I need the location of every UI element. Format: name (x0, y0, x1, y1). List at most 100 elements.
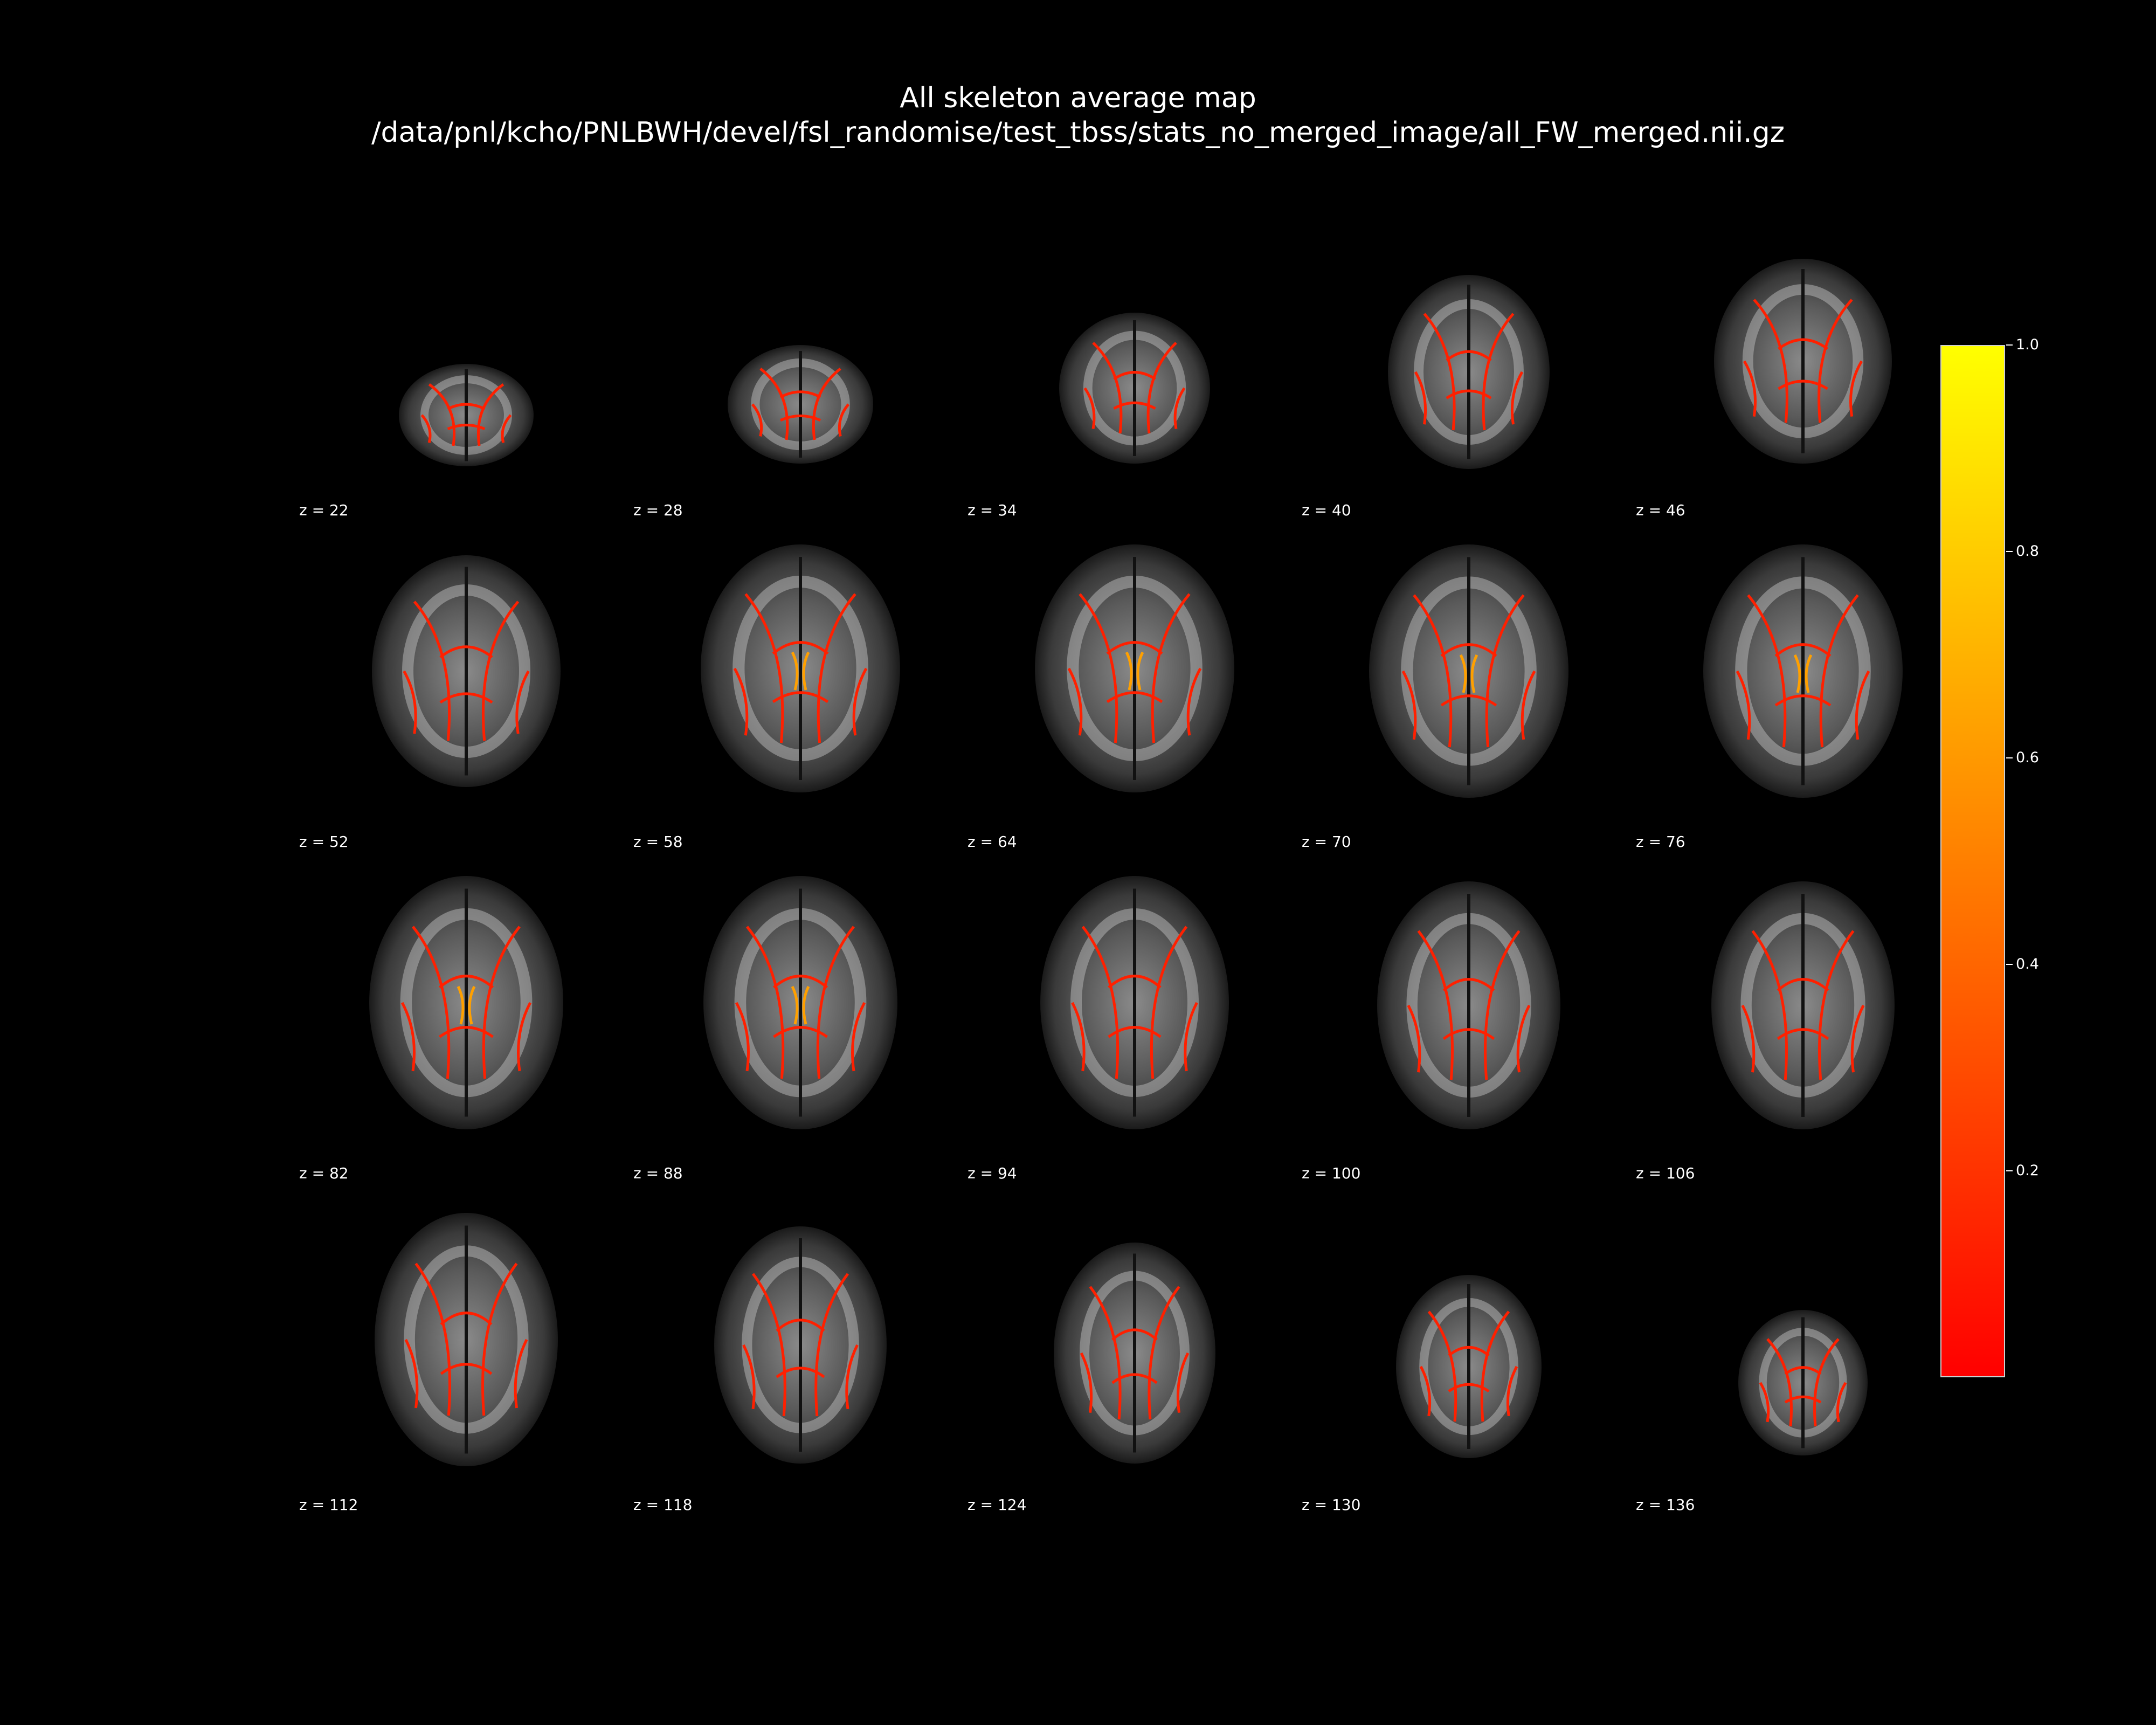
slice-z-label: z = 58 (633, 833, 683, 851)
slice-panel: z = 94 (968, 852, 1302, 1183)
slice-z-label: z = 82 (299, 1164, 349, 1182)
slice-panel: z = 46 (1636, 189, 1970, 520)
colorbar-tick-label: 1.0 (2016, 336, 2039, 353)
slice-panel: z = 76 (1636, 520, 1970, 852)
slice-image (1040, 876, 1229, 1129)
slice-image (1703, 544, 1903, 798)
figure-subtitle-path: /data/pnl/kcho/PNLBWH/devel/fsl_randomis… (371, 116, 1785, 149)
skeleton-overlay-high (791, 985, 810, 1025)
slice-z-label: z = 52 (299, 833, 349, 851)
slice-z-label: z = 118 (633, 1496, 693, 1514)
skeleton-overlay (1743, 299, 1863, 423)
slice-panel: z = 52 (299, 520, 633, 852)
slice-z-label: z = 40 (1302, 501, 1351, 519)
slice-panel: z = 70 (1302, 520, 1636, 852)
slice-z-label: z = 22 (299, 501, 349, 519)
slice-z-label: z = 70 (1302, 833, 1351, 851)
slice-image (375, 1213, 558, 1466)
skeleton-overlay (1736, 594, 1870, 748)
slice-z-label: z = 112 (299, 1496, 358, 1514)
slice-image (1714, 259, 1892, 464)
skeleton-overlay (1071, 926, 1198, 1079)
colorbar-tick-label: 0.2 (2016, 1162, 2039, 1179)
skeleton-overlay-high (1125, 651, 1144, 691)
slice-image (1738, 1310, 1868, 1455)
slice-z-label: z = 64 (968, 833, 1017, 851)
skeleton-overlay (733, 593, 868, 743)
skeleton-overlay (420, 383, 512, 446)
slice-panel: z = 124 (968, 1183, 1302, 1515)
colorbar-tick-mark (2006, 1170, 2013, 1171)
slice-z-label: z = 94 (968, 1164, 1017, 1182)
colorbar-tick-mark (2006, 551, 2013, 552)
slice-panel: z = 22 (299, 189, 633, 520)
slice-z-label: z = 88 (633, 1164, 683, 1182)
slice-panel: z = 106 (1636, 852, 1970, 1183)
slice-image (1711, 881, 1895, 1129)
skeleton-overlay (403, 601, 530, 741)
slice-panel: z = 58 (633, 520, 968, 852)
slice-image (1035, 544, 1234, 792)
slice-panel: z = 100 (1302, 852, 1636, 1183)
skeleton-overlay (751, 368, 850, 440)
slice-image (1369, 544, 1568, 798)
skeleton-overlay (1741, 930, 1865, 1080)
slice-panel: z = 118 (633, 1183, 968, 1515)
colorbar-tick-label: 0.4 (2016, 956, 2039, 972)
slice-z-label: z = 28 (633, 501, 683, 519)
skeleton-overlay (1419, 1310, 1518, 1422)
slice-image (1377, 881, 1560, 1129)
skeleton-overlay-high (457, 985, 476, 1025)
slice-panel: z = 136 (1636, 1183, 1970, 1515)
slice-image (399, 364, 534, 466)
slice-image (372, 555, 561, 787)
slice-image (728, 345, 873, 464)
colorbar-tick-label: 0.6 (2016, 749, 2039, 766)
slice-panel: z = 130 (1302, 1183, 1636, 1515)
skeleton-overlay (742, 1273, 859, 1417)
colorbar-tick-mark (2006, 344, 2013, 346)
figure-title: All skeleton average map (900, 82, 1256, 114)
slice-panel: z = 112 (299, 1183, 633, 1515)
skeleton-overlay (400, 926, 532, 1079)
slice-image (369, 876, 563, 1129)
slice-image (1054, 1243, 1215, 1464)
skeleton-overlay (1080, 1286, 1190, 1420)
skeleton-overlay (1067, 593, 1202, 743)
slice-panel: z = 40 (1302, 189, 1636, 520)
slice-image (1396, 1275, 1542, 1458)
slice-z-label: z = 46 (1636, 501, 1685, 519)
slice-panel: z = 64 (968, 520, 1302, 852)
skeleton-overlay-high (791, 651, 810, 691)
skeleton-overlay (1401, 594, 1536, 748)
skeleton-overlay (1407, 930, 1531, 1080)
skeleton-overlay (1083, 342, 1186, 434)
slice-image (1388, 275, 1550, 469)
skeleton-overlay (404, 1262, 528, 1416)
slice-image (703, 876, 897, 1129)
colorbar-tick-label: 0.8 (2016, 543, 2039, 560)
slice-image (1059, 313, 1210, 464)
colorbar-tick-mark (2006, 964, 2013, 965)
slice-z-label: z = 100 (1302, 1164, 1361, 1182)
slice-panel: z = 88 (633, 852, 968, 1183)
slice-z-label: z = 130 (1302, 1496, 1361, 1514)
slice-z-label: z = 136 (1636, 1496, 1695, 1514)
slice-z-label: z = 106 (1636, 1164, 1695, 1182)
slice-z-label: z = 124 (968, 1496, 1027, 1514)
slice-panel: z = 34 (968, 189, 1302, 520)
skeleton-overlay (1414, 313, 1524, 431)
slice-image (714, 1226, 887, 1464)
skeleton-overlay-high (1459, 654, 1478, 693)
slice-image (701, 544, 900, 792)
slice-panel: z = 28 (633, 189, 968, 520)
skeleton-overlay (735, 926, 866, 1079)
slice-panel: z = 82 (299, 852, 633, 1183)
colorbar-tick-mark (2006, 757, 2013, 758)
slice-z-label: z = 34 (968, 501, 1017, 519)
skeleton-overlay (1759, 1338, 1847, 1427)
colorbar (1940, 345, 2005, 1377)
skeleton-overlay-high (1793, 654, 1813, 693)
slice-z-label: z = 76 (1636, 833, 1685, 851)
